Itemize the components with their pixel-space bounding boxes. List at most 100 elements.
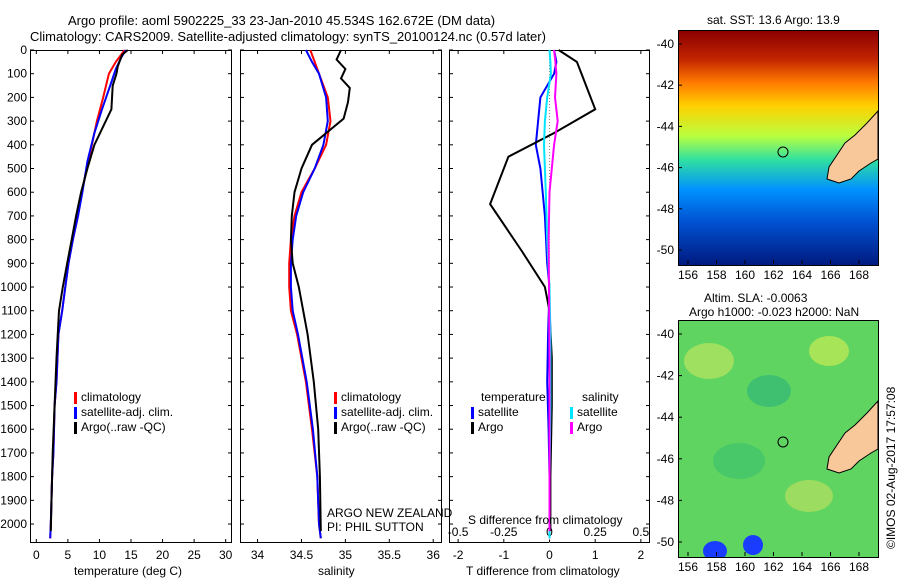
map-lon-label: 156 <box>678 268 698 282</box>
map-lon-label: 166 <box>820 560 840 574</box>
y-tick-label: 1300 <box>0 351 27 365</box>
diff-legend-temp-satellite: satellite <box>471 405 546 420</box>
sst-map <box>678 30 879 266</box>
sst-map-title: sat. SST: 13.6 Argo: 13.9 <box>707 13 840 27</box>
map-lon-label: 158 <box>706 560 726 574</box>
y-tick-label: 400 <box>7 138 27 152</box>
series-line <box>547 49 559 532</box>
diff-legend-sal-head: salinity <box>582 390 619 404</box>
map-lat-label: -40 <box>657 327 675 341</box>
map-lon-label: 158 <box>706 268 726 282</box>
x-top-tick-label: -0.5 <box>448 525 469 539</box>
argo-position-marker-sst <box>777 146 789 158</box>
new-zealand-land-sla <box>826 400 878 474</box>
map-lat-label: -50 <box>657 243 675 257</box>
x-tick-label: 34 <box>251 548 265 562</box>
y-tick-label: 100 <box>7 67 27 81</box>
y-tick-label: 1500 <box>0 399 27 413</box>
salinity-panel <box>240 50 442 543</box>
y-tick-label: 1700 <box>0 446 27 460</box>
map-lat-label: -40 <box>657 37 675 51</box>
sal-legend-climatology: climatology <box>334 390 433 405</box>
temp-legend-satellite: satellite-adj. clim. <box>74 405 173 420</box>
diff-legend-temperature: temperature satellite Argo <box>471 390 546 435</box>
map-lon-label: 164 <box>792 268 812 282</box>
map-lat-label: -42 <box>657 78 675 92</box>
y-tick-label: 1600 <box>0 422 27 436</box>
map-lon-label: 162 <box>763 560 783 574</box>
diff-legend-temp-argo: Argo <box>471 420 546 435</box>
map-lon-label: 160 <box>735 268 755 282</box>
map-lat-label: -48 <box>657 202 675 216</box>
map-lat-label: -46 <box>657 452 675 466</box>
temp-legend-argo: Argo(..raw -QC) <box>74 420 173 435</box>
x-tick-label: 35.5 <box>378 548 402 562</box>
temperature-xlabel: temperature (deg C) <box>74 564 183 578</box>
sla-map-title2: Argo h1000: -0.023 h2000: NaN <box>689 305 860 319</box>
x-tick-label: 5 <box>65 548 72 562</box>
x-tick-label: 2 <box>638 548 645 562</box>
y-tick-label: 800 <box>7 233 27 247</box>
diff-legend-temp-head: temperature <box>481 390 546 404</box>
x-tick-label: 35 <box>339 548 353 562</box>
y-tick-label: 200 <box>7 90 27 104</box>
sla-map-title1: Altim. SLA: -0.0063 <box>704 291 808 305</box>
y-tick-label: 1800 <box>0 470 27 484</box>
x-tick-label: 30 <box>219 548 233 562</box>
series-line <box>289 49 329 539</box>
diff-legend-salinity: salinity satellite Argo <box>570 390 619 435</box>
y-tick-label: 500 <box>7 162 27 176</box>
y-tick-label: 1100 <box>1 304 27 318</box>
y-tick-label: 2000 <box>0 517 27 531</box>
x-tick-label: 10 <box>93 548 107 562</box>
y-tick-label: 600 <box>7 185 27 199</box>
x-tick-label: 25 <box>187 548 201 562</box>
x-tick-label: 34.5 <box>290 548 314 562</box>
sal-legend-satellite: satellite-adj. clim. <box>334 405 433 420</box>
map-lon-label: 168 <box>849 268 869 282</box>
x-tick-label: -1 <box>498 548 509 562</box>
y-tick-label: 1000 <box>0 280 27 294</box>
pi-label: PI: PHIL SUTTON <box>327 520 424 534</box>
series-line <box>289 49 351 532</box>
x-tick-label: -2 <box>453 548 464 562</box>
map-lat-label: -44 <box>657 410 675 424</box>
x-top-tick-label: -0.25 <box>490 525 518 539</box>
temp-legend-climatology: climatology <box>74 390 173 405</box>
t-difference-xlabel: T difference from climatology <box>466 564 620 578</box>
figure-title-line1: Argo profile: aoml 5902225_33 23-Jan-201… <box>68 13 496 28</box>
temp-legend: climatology satellite-adj. clim. Argo(..… <box>74 390 173 435</box>
new-zealand-land-sst <box>826 110 878 184</box>
imos-timestamp: ©IMOS 02-Aug-2017 17:57:08 <box>884 386 898 549</box>
argo-position-marker-sla <box>777 436 789 448</box>
x-tick-label: 36 <box>427 548 441 562</box>
series-line <box>49 49 129 532</box>
map-lon-label: 162 <box>763 268 783 282</box>
map-lat-label: -44 <box>657 119 675 133</box>
diff-legend-sal-argo: Argo <box>570 420 619 435</box>
y-tick-label: 0 <box>20 43 27 57</box>
map-lon-label: 156 <box>678 560 698 574</box>
salinity-xlabel: salinity <box>318 564 355 578</box>
map-lat-label: -46 <box>657 161 675 175</box>
y-tick-label: 900 <box>7 256 27 270</box>
x-top-tick-label: 0.25 <box>584 525 608 539</box>
sal-legend-argo: Argo(..raw -QC) <box>334 420 433 435</box>
map-lon-label: 160 <box>735 560 755 574</box>
map-lon-label: 164 <box>792 560 812 574</box>
y-tick-label: 300 <box>7 114 27 128</box>
y-tick-label: 1400 <box>0 375 27 389</box>
x-tick-label: 0 <box>546 548 553 562</box>
sla-map <box>678 320 879 558</box>
x-tick-label: 0 <box>33 548 40 562</box>
x-tick-label: 1 <box>592 548 599 562</box>
y-tick-label: 1200 <box>0 327 27 341</box>
map-lat-label: -50 <box>657 535 675 549</box>
x-tick-label: 20 <box>156 548 170 562</box>
institute-label: ARGO NEW ZEALAND <box>327 506 453 520</box>
map-lat-label: -48 <box>657 493 675 507</box>
y-tick-label: 700 <box>7 209 27 223</box>
series-line <box>488 49 597 532</box>
